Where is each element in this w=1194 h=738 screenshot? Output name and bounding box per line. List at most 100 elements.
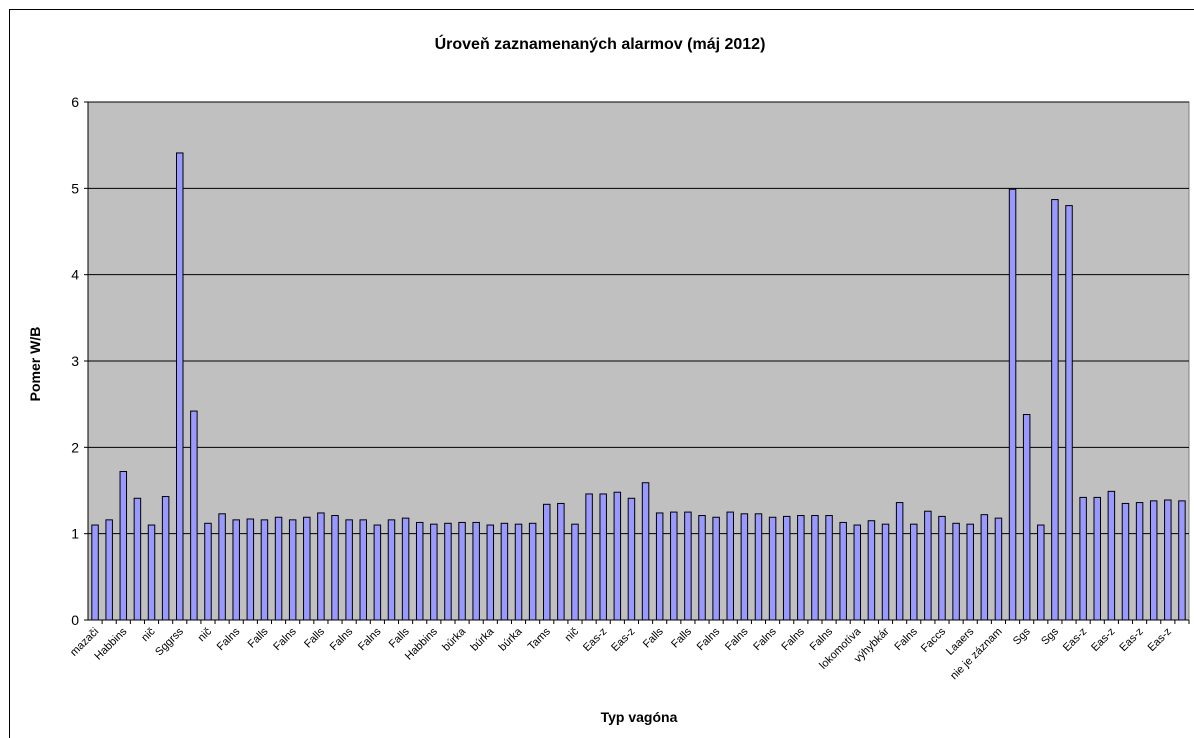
bar xyxy=(232,519,240,621)
x-tick-label: nič xyxy=(196,625,215,644)
x-tick-label: Eas-z xyxy=(1089,626,1117,654)
bar xyxy=(571,523,579,621)
bar xyxy=(1065,205,1073,621)
y-tick-label: 3 xyxy=(71,353,79,369)
bar xyxy=(190,410,198,621)
bar xyxy=(514,523,523,621)
bar xyxy=(585,493,593,621)
bar xyxy=(966,523,974,621)
x-tick-label: Eas-z xyxy=(609,626,637,654)
bar xyxy=(797,515,805,621)
bar xyxy=(218,513,226,621)
bar xyxy=(881,523,890,621)
bar xyxy=(472,521,480,621)
bar xyxy=(698,515,706,621)
x-tick-label: Eas-z xyxy=(1117,626,1145,654)
bar xyxy=(655,512,664,621)
x-tick-label: Falls xyxy=(641,625,666,650)
bar xyxy=(811,515,819,621)
bar xyxy=(528,522,537,621)
bar xyxy=(740,513,749,621)
bar xyxy=(768,516,777,621)
y-tick-label: 5 xyxy=(71,180,79,196)
bar xyxy=(712,516,720,621)
x-tick-label: búrka xyxy=(497,625,526,654)
bar xyxy=(543,503,551,621)
x-tick-label: Falns xyxy=(356,625,384,653)
bar xyxy=(1022,414,1031,621)
bar xyxy=(91,524,99,621)
bar xyxy=(952,522,960,621)
bar xyxy=(557,502,565,621)
bar xyxy=(500,522,509,621)
x-tick-label: Falns xyxy=(723,625,751,653)
x-tick-label: búrka xyxy=(468,625,497,654)
bar xyxy=(345,519,353,621)
x-tick-label: Falns xyxy=(695,625,723,653)
x-tick-label: nič xyxy=(139,625,158,644)
bar xyxy=(1178,500,1186,621)
x-tick-label: Eas-z xyxy=(1061,626,1089,654)
bar xyxy=(274,516,283,621)
x-tick-label: Habbins xyxy=(403,625,440,662)
bar xyxy=(486,524,495,621)
x-tick-label: Falns xyxy=(271,625,299,653)
bar xyxy=(246,518,255,621)
x-tick-label: Falns xyxy=(751,625,779,653)
bar xyxy=(924,510,932,621)
y-tick-label: 2 xyxy=(71,439,79,455)
bar xyxy=(458,521,466,621)
bar xyxy=(1051,199,1059,621)
bar xyxy=(176,152,184,621)
bar xyxy=(1164,499,1172,621)
bar xyxy=(910,523,918,621)
y-tick-label: 1 xyxy=(71,526,79,542)
bar xyxy=(1093,496,1101,621)
bar xyxy=(430,523,438,621)
bar xyxy=(331,515,339,621)
x-tick-label: Falls xyxy=(302,625,327,650)
bar xyxy=(317,512,325,621)
x-tick-label: Eas-z xyxy=(1146,626,1174,654)
bar xyxy=(105,519,113,621)
bar xyxy=(303,516,311,621)
bar xyxy=(1079,496,1087,621)
bar xyxy=(260,519,269,621)
bar xyxy=(641,482,650,621)
bar xyxy=(938,515,946,621)
bar xyxy=(726,511,734,621)
x-tick-label: Sggrss xyxy=(153,625,186,658)
bar xyxy=(895,502,904,621)
bar xyxy=(288,519,297,621)
x-tick-label: Falns xyxy=(328,625,356,653)
x-tick-label: Sgs xyxy=(1011,625,1033,647)
bar xyxy=(782,515,791,621)
bar xyxy=(825,515,833,621)
x-tick-label: Falls xyxy=(669,625,694,650)
bar xyxy=(373,524,382,621)
bar xyxy=(853,524,862,621)
bar xyxy=(684,511,692,621)
x-tick-label: Falls xyxy=(387,625,412,650)
x-tick-label: Falns xyxy=(892,625,920,653)
y-axis-label: Pomer W/B xyxy=(27,327,43,402)
bar xyxy=(599,493,607,621)
bar xyxy=(401,517,410,621)
x-tick-label: Tams xyxy=(526,625,553,652)
x-tick-label: Falns xyxy=(215,625,243,653)
bar xyxy=(387,519,396,621)
bar xyxy=(1008,188,1017,621)
chart-frame xyxy=(9,9,1194,738)
chart-title: Úroveň zaznamenaných alarmov (máj 2012) xyxy=(435,34,766,53)
bar xyxy=(1149,500,1158,621)
x-axis-label: Typ vagóna xyxy=(601,709,678,725)
bar xyxy=(415,521,424,621)
bar xyxy=(359,519,367,621)
y-tick-label: 6 xyxy=(71,94,79,110)
bar xyxy=(161,496,170,621)
x-tick-label: Falls xyxy=(246,625,271,650)
bar xyxy=(670,511,678,621)
bar xyxy=(627,497,636,621)
bar xyxy=(1107,490,1116,621)
